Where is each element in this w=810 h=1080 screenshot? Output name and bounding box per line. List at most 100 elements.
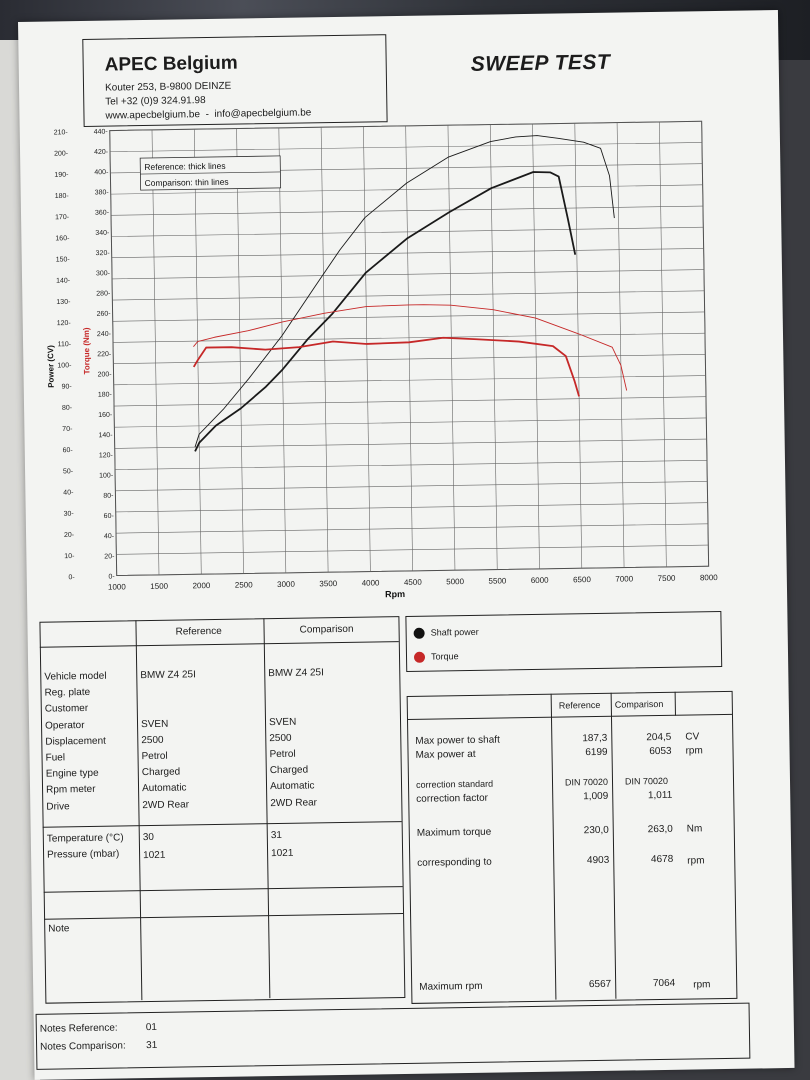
- row-label: Operator: [44, 719, 85, 732]
- x-tick-label: 8000: [700, 573, 718, 582]
- legend-torque: Torque: [413, 651, 459, 663]
- power-tick-label: 180-: [55, 193, 70, 200]
- row-reference-value: Petrol: [141, 750, 168, 763]
- row-label: Vehicle model: [44, 670, 107, 683]
- x-tick-label: 1500: [150, 582, 168, 591]
- row-label: Reg. plate: [44, 687, 91, 699]
- legend-shaft-power-dot: [413, 627, 425, 639]
- row-label: Drive: [46, 800, 70, 813]
- power-tick-label: 90-: [62, 383, 73, 390]
- x-gridline: [532, 123, 540, 569]
- y-gridline: [112, 311, 705, 322]
- corr-factor-cmp: 1,011: [647, 789, 673, 802]
- torque-tick-label: 140-: [98, 432, 113, 439]
- torque-tick-label: 60-: [104, 513, 115, 520]
- torque-tick-label: 200-: [97, 371, 112, 378]
- y-gridline: [115, 502, 708, 513]
- x-gridline: [278, 127, 287, 573]
- row-comparison-value: SVEN: [268, 716, 297, 728]
- corr-std-ref: DIN 70020: [564, 776, 609, 788]
- power-torque-chart: 1000 1500 2000 2500 3000 3500 4000 4500 5000 5500…: [46, 120, 718, 599]
- notes-reference-label: Notes Reference:: [39, 1022, 118, 1035]
- x-tick-label: 6000: [531, 576, 549, 585]
- report-title: SWEEP TEST: [470, 50, 611, 76]
- power-tick-label: 70-: [62, 426, 73, 433]
- x-tick-label: 4500: [404, 578, 422, 587]
- x-tick-label: 7500: [658, 574, 676, 583]
- max-power-label: Max power to shaft: [415, 734, 500, 747]
- corresponding-cmp: 4678: [650, 853, 674, 866]
- torque-tick-label: 0-: [108, 574, 115, 581]
- x-gridline: [363, 126, 371, 572]
- annotation-text: Comparison: thin lines: [144, 177, 228, 188]
- max-torque-cmp: 263,0: [647, 823, 673, 836]
- torque-tick-label: 100-: [99, 472, 114, 479]
- corresponding-unit: rpm: [687, 855, 705, 867]
- row-label: Fuel: [45, 752, 66, 764]
- torque-tick-label: 120-: [99, 452, 114, 459]
- max-rpm-label: Maximum rpm: [419, 980, 483, 993]
- power-tick-label: 160-: [55, 235, 70, 242]
- y-gridline: [113, 375, 706, 386]
- results-col-reference: Reference: [558, 699, 601, 711]
- x-gridline: [574, 123, 583, 569]
- pressure-label: Pressure (mbar): [47, 848, 120, 861]
- y-gridline: [111, 205, 703, 216]
- row-comparison-value: 2500: [269, 732, 292, 744]
- torque-curve-reference: [192, 336, 580, 397]
- x-gridline: [659, 121, 667, 567]
- x-tick-label: 7000: [615, 574, 633, 583]
- torque-tick-label: 420-: [94, 149, 109, 156]
- annotation-text: Reference: thick lines: [144, 161, 225, 172]
- max-torque-unit: Nm: [686, 823, 703, 835]
- legend-torque-dot: [413, 651, 426, 663]
- power-tick-label: 50-: [63, 468, 74, 475]
- x-tick-label: 2500: [235, 580, 253, 589]
- x-tick-label: 4000: [362, 578, 380, 587]
- y-gridline: [114, 396, 706, 407]
- torque-tick-label: 180-: [98, 392, 113, 399]
- x-tick-label: 2000: [192, 581, 210, 590]
- row-label: Customer: [44, 703, 89, 716]
- legend-box: [405, 611, 723, 672]
- y-gridline: [116, 523, 708, 534]
- y-gridline: [110, 184, 703, 195]
- power-tick-label: 150-: [56, 256, 71, 263]
- x-gridline: [616, 122, 625, 568]
- power-tick-label: 170-: [55, 214, 70, 221]
- corr-factor-label: correction factor: [416, 792, 489, 805]
- torque-tick-label: 300-: [96, 270, 111, 277]
- torque-tick-label: 160-: [98, 412, 113, 419]
- power-tick-label: 40-: [63, 489, 74, 496]
- y-gridline: [114, 438, 707, 449]
- company-address: Kouter 253, B-9800 DEINZE: [104, 80, 232, 94]
- y-gridline: [110, 142, 702, 153]
- max-rpm-ref: 6567: [588, 978, 612, 991]
- temperature-cmp: 31: [270, 829, 283, 842]
- notes-comparison-value: 31: [146, 1039, 158, 1052]
- x-tick-label: 1000: [108, 582, 126, 591]
- note-label: Note: [48, 923, 70, 935]
- y-gridline: [116, 565, 709, 576]
- y-gridline: [109, 120, 702, 131]
- power-tick-label: 30-: [64, 511, 75, 518]
- row-comparison-value: Automatic: [269, 780, 315, 793]
- torque-curve-comparison: [193, 304, 628, 391]
- x-gridline: [489, 124, 498, 570]
- max-power-at-label: Max power at: [415, 748, 476, 761]
- power-tick-label: 120-: [57, 320, 72, 327]
- y-gridline: [112, 269, 704, 280]
- torque-tick-label: 320-: [96, 250, 111, 257]
- notes-reference-value: 01: [145, 1021, 158, 1034]
- company-name: APEC Belgium: [104, 52, 238, 76]
- y-gridline: [113, 354, 706, 364]
- row-comparison-value: BMW Z4 25I: [268, 667, 324, 680]
- row-label: Engine type: [45, 768, 99, 780]
- x-gridline: [447, 125, 456, 571]
- max-power-at-unit: rpm: [685, 745, 703, 757]
- corresponding-ref: 4903: [586, 854, 610, 867]
- y-gridline: [111, 248, 704, 258]
- torque-tick-label: 400-: [94, 169, 109, 176]
- power-tick-label: 110-: [58, 341, 72, 348]
- torque-tick-label: 340-: [95, 230, 110, 237]
